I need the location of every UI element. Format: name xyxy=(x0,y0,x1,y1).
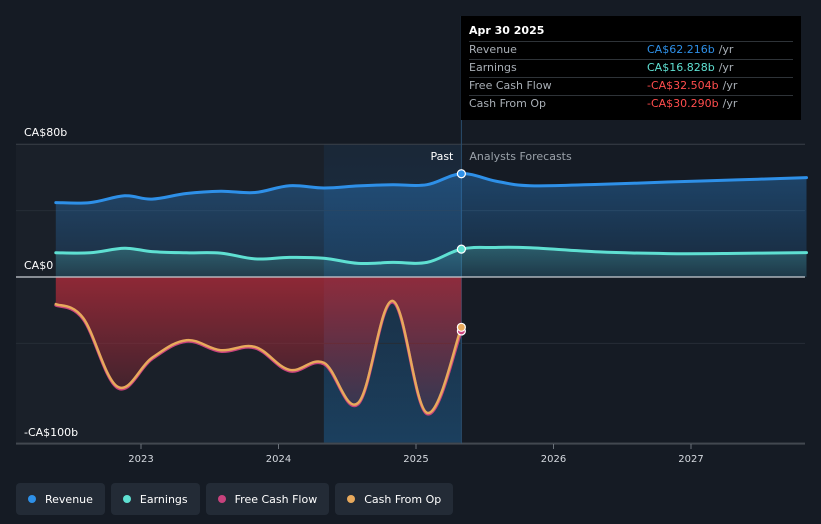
tooltip-value: CA$62.216b xyxy=(647,43,715,56)
tooltip-label: Revenue xyxy=(469,43,517,56)
legend-dot-icon xyxy=(217,495,226,503)
x-tick-label: 2027 xyxy=(678,454,703,465)
revenue-line xyxy=(54,172,808,205)
tooltip-unit: /yr xyxy=(718,61,734,74)
tooltip: Apr 30 2025 Revenue CA$62.216b /yr Earni… xyxy=(461,16,801,120)
tooltip-label: Free Cash Flow xyxy=(469,79,552,92)
legend-dot-icon xyxy=(28,495,36,503)
past-label: Past xyxy=(430,150,454,163)
tooltip-row-free-cash-flow: Free Cash Flow -CA$32.504b /yr xyxy=(469,77,793,95)
legend-item-revenue[interactable]: Revenue xyxy=(16,483,105,515)
legend-label: Earnings xyxy=(139,492,188,506)
tooltip-row-earnings: Earnings CA$16.828b /yr xyxy=(469,59,793,77)
tooltip-date: Apr 30 2025 xyxy=(469,24,545,37)
revenue-marker xyxy=(456,169,466,179)
cash-from-op-line xyxy=(54,299,463,415)
legend-item-free-cash-flow[interactable]: Free Cash Flow xyxy=(205,483,330,515)
tooltip-row-cash-from-op: Cash From Op -CA$30.290b /yr xyxy=(469,95,793,113)
tooltip-label: Cash From Op xyxy=(469,97,547,110)
legend-label: Cash From Op xyxy=(364,492,442,506)
free-cash-flow-area xyxy=(55,277,462,415)
earnings-line xyxy=(54,245,808,266)
tooltip-label: Earnings xyxy=(469,61,517,74)
legend-label: Revenue xyxy=(45,492,93,506)
legend-dot-icon xyxy=(347,495,356,503)
forecast-label: Analysts Forecasts xyxy=(469,150,572,163)
legend-item-cash-from-op[interactable]: Cash From Op xyxy=(335,483,454,515)
earnings-marker xyxy=(456,244,466,254)
legend-label: Free Cash Flow xyxy=(234,492,318,506)
legend-item-earnings[interactable]: Earnings xyxy=(110,483,200,515)
tooltip-value: -CA$30.290b xyxy=(647,97,719,110)
tooltip-value: -CA$32.504b xyxy=(647,79,719,92)
legend-dot-icon xyxy=(122,495,131,503)
x-tick-label: 2023 xyxy=(128,454,153,465)
tooltip-value: CA$16.828b xyxy=(647,61,715,74)
x-tick-label: 2024 xyxy=(266,454,291,465)
y-tick-label: -CA$100b xyxy=(24,426,78,439)
tooltip-unit: /yr xyxy=(722,97,738,110)
legend: Revenue Earnings Free Cash Flow Cash Fro… xyxy=(16,483,454,515)
y-tick-label: CA$80b xyxy=(24,126,67,139)
y-tick-label: CA$0 xyxy=(24,259,53,272)
tooltip-unit: /yr xyxy=(718,43,734,56)
cash-from-op-marker xyxy=(456,322,466,332)
x-tick-label: 2026 xyxy=(541,454,566,465)
tooltip-unit: /yr xyxy=(722,79,738,92)
tooltip-row-revenue: Revenue CA$62.216b /yr xyxy=(469,41,793,59)
x-tick-label: 2025 xyxy=(403,454,428,465)
